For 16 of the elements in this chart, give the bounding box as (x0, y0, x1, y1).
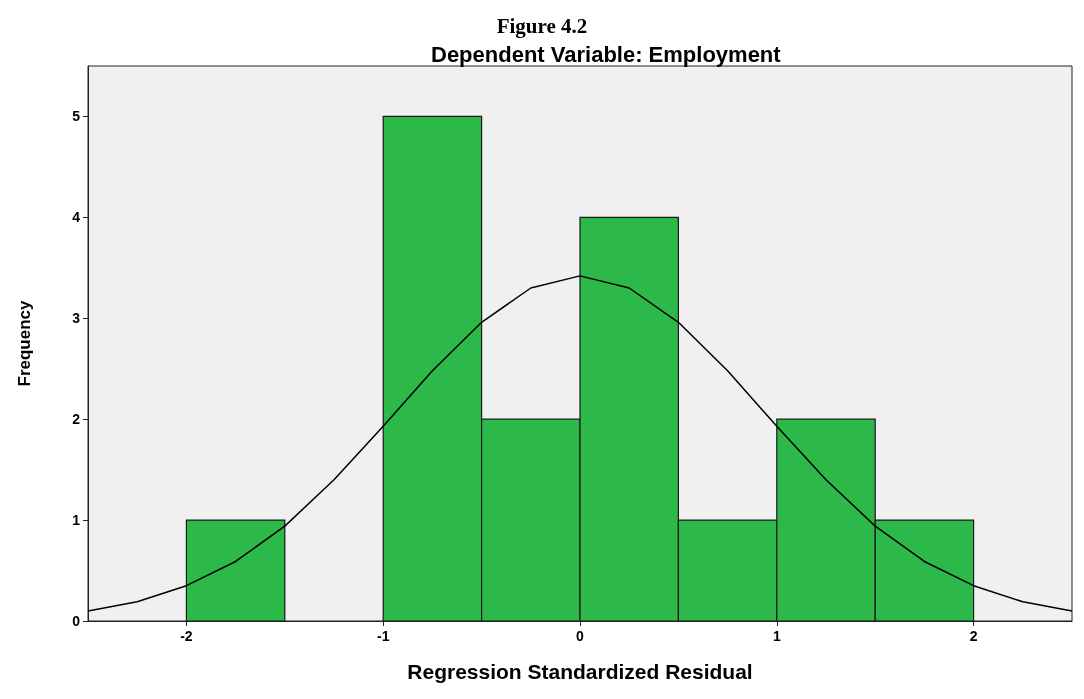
y-tick-label: 1 (72, 512, 81, 529)
y-tick-label: 0 (72, 613, 81, 629)
line-series (87, 275, 1073, 612)
y-tick-label: 4 (72, 209, 81, 226)
x-tick-label: 0 (576, 628, 585, 644)
x-tick-label: -2 (180, 628, 193, 644)
y-tick-label: 3 (72, 310, 81, 327)
x-axis-title: Regression Standardized Residual (407, 660, 753, 683)
chart-title: Figure 4.2 (496, 13, 588, 38)
x-tick-label: -1 (376, 628, 390, 644)
y-tick-label: 5 (72, 108, 81, 125)
x-tick-label: 2 (969, 628, 978, 644)
x-tick-label: 1 (772, 628, 781, 644)
chart-subtitle: Dependent Variable: Employment (431, 41, 782, 67)
y-tick-label: 2 (72, 411, 81, 428)
y-axis-title: Frequency (15, 299, 34, 387)
